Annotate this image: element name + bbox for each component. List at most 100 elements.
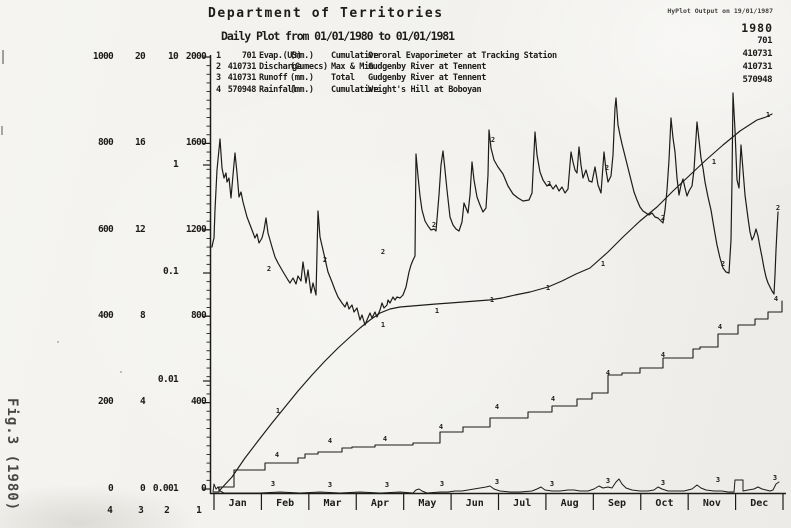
legend-station-id: 701 <box>241 51 257 61</box>
series-digit-marker-1: 1 <box>490 296 494 304</box>
y-axis-tick-label: 0 <box>139 483 146 494</box>
series-digit-marker-1: 1 <box>276 407 280 415</box>
series-digit-marker-2: 2 <box>381 248 385 256</box>
axis-id-label: 4 <box>107 505 113 516</box>
series-line-2 <box>211 92 779 326</box>
series-digit-marker-3: 3 <box>271 480 275 488</box>
legend-site-description: Orroral Evaporimeter at Tracking Station <box>368 51 557 61</box>
legend-series-number: 4 <box>216 84 221 95</box>
y-axis-tick-label: 200 <box>97 396 114 407</box>
axis-id-label: 2 <box>164 505 170 516</box>
plot-subtitle: Daily Plot from 01/01/1980 to 01/01/1981 <box>221 29 455 43</box>
y-axis-tick-label: 600 <box>97 224 114 235</box>
series-digit-marker-4: 4 <box>439 423 443 431</box>
legend-aggregation: Cumulative <box>331 84 379 95</box>
series-digit-marker-4: 4 <box>661 351 665 359</box>
month-label: Nov <box>703 498 721 509</box>
series-digit-marker-3: 3 <box>606 477 610 485</box>
series-digit-marker-4: 4 <box>328 437 332 445</box>
month-label: Aug <box>561 498 579 509</box>
legend-aggregation: Max & Min <box>331 62 374 73</box>
legend-aggregation: Cumulative <box>331 51 379 61</box>
series-digit-marker-3: 3 <box>716 476 720 484</box>
series-digit-marker-2: 2 <box>491 136 495 144</box>
legend-site-description: Gudgenby River at Tennent <box>368 73 486 84</box>
y-axis-tick-label: 1200 <box>185 224 207 235</box>
month-label: Apr <box>371 498 389 509</box>
legend-parameter: Rainfall <box>259 84 297 95</box>
y-axis-tick-label: 16 <box>134 137 146 148</box>
y-axis-tick-label: 400 <box>97 310 114 321</box>
y-axis-tick-label: 1000 <box>92 51 114 62</box>
legend-aggregation: Total <box>331 73 355 84</box>
series-digit-marker-1: 1 <box>381 321 385 329</box>
scan-speck <box>120 371 122 373</box>
month-label: Jul <box>513 498 531 509</box>
legend-parameter: Evap.(US) <box>259 51 302 61</box>
month-label: Jun <box>466 498 484 509</box>
legend-unit: (mm.) <box>290 51 314 61</box>
series-digit-marker-4: 4 <box>383 435 387 443</box>
series-digit-marker-2: 2 <box>323 256 327 264</box>
series-line-4 <box>213 300 783 493</box>
series-digit-marker-2: 2 <box>605 164 609 172</box>
series-digit-marker-3: 3 <box>661 479 665 487</box>
y-axis-tick-label: 1 <box>172 159 179 170</box>
series-digit-marker-1: 1 <box>601 260 605 268</box>
series-digit-marker-4: 4 <box>275 451 279 459</box>
scan-speck <box>2 50 4 64</box>
station-number: 410731 <box>742 62 772 72</box>
series-digit-marker-4: 4 <box>606 369 610 377</box>
series-line-1 <box>219 113 773 491</box>
y-axis-tick-label: 1600 <box>185 137 207 148</box>
y-axis-tick-label: 0.001 <box>152 483 179 494</box>
series-digit-marker-4: 4 <box>495 403 499 411</box>
axis-id-label: 1 <box>196 505 202 516</box>
legend-unit: (mm.) <box>290 84 314 95</box>
legend-station-id: 570948 <box>227 84 257 95</box>
y-axis-tick-label: 400 <box>190 396 207 407</box>
series-digit-marker-2: 2 <box>267 265 271 273</box>
y-axis-tick-label: 0 <box>107 483 114 494</box>
legend-unit: (mm.) <box>290 73 314 84</box>
series-digit-marker-2: 2 <box>661 214 665 222</box>
y-axis-tick-label: 20 <box>134 51 146 62</box>
month-label: May <box>418 498 436 509</box>
month-label: Oct <box>655 498 673 509</box>
y-axis-tick-label: 0.01 <box>157 374 179 385</box>
month-label: Sep <box>608 498 626 509</box>
legend-parameter: Discharge <box>259 62 302 73</box>
axis-id-label: 3 <box>138 505 144 516</box>
station-number: 410731 <box>742 49 772 59</box>
series-digit-marker-4: 4 <box>774 295 778 303</box>
series-digit-marker-3: 3 <box>440 480 444 488</box>
station-number: 570948 <box>742 75 772 85</box>
scan-speck <box>1 126 3 135</box>
series-digit-marker-2: 2 <box>432 221 436 229</box>
legend-unit: (Cumecs) <box>290 62 328 73</box>
legend-site-description: Gudgenby River at Tennent <box>368 62 486 73</box>
series-digit-marker-4: 4 <box>718 323 722 331</box>
series-digit-marker-2: 2 <box>776 204 780 212</box>
series-digit-marker-3: 3 <box>773 474 777 482</box>
year-label: 1980 <box>741 21 773 35</box>
series-digit-marker-4: 4 <box>551 395 555 403</box>
scan-speck <box>57 341 59 343</box>
y-axis-tick-label: 800 <box>190 310 207 321</box>
legend-station-id: 410731 <box>227 62 257 73</box>
series-digit-marker-1: 1 <box>766 111 770 119</box>
y-axis-tick-label: 12 <box>134 224 146 235</box>
y-axis-tick-label: 8 <box>139 310 146 321</box>
month-label: Dec <box>750 498 768 509</box>
month-label: Feb <box>276 498 294 509</box>
figure-caption: Fig.3 (1980) <box>4 398 20 512</box>
series-digit-marker-3: 3 <box>550 480 554 488</box>
y-axis-tick-label: 2000 <box>185 51 207 62</box>
legend-series-number: 1 <box>216 51 221 61</box>
series-digit-marker-3: 3 <box>385 481 389 489</box>
legend-station-id: 410731 <box>227 73 257 84</box>
legend-site-description: Wright's Hill at Boboyan <box>368 84 482 95</box>
page-title: Department of Territories <box>208 6 444 21</box>
series-digit-marker-1: 1 <box>435 307 439 315</box>
